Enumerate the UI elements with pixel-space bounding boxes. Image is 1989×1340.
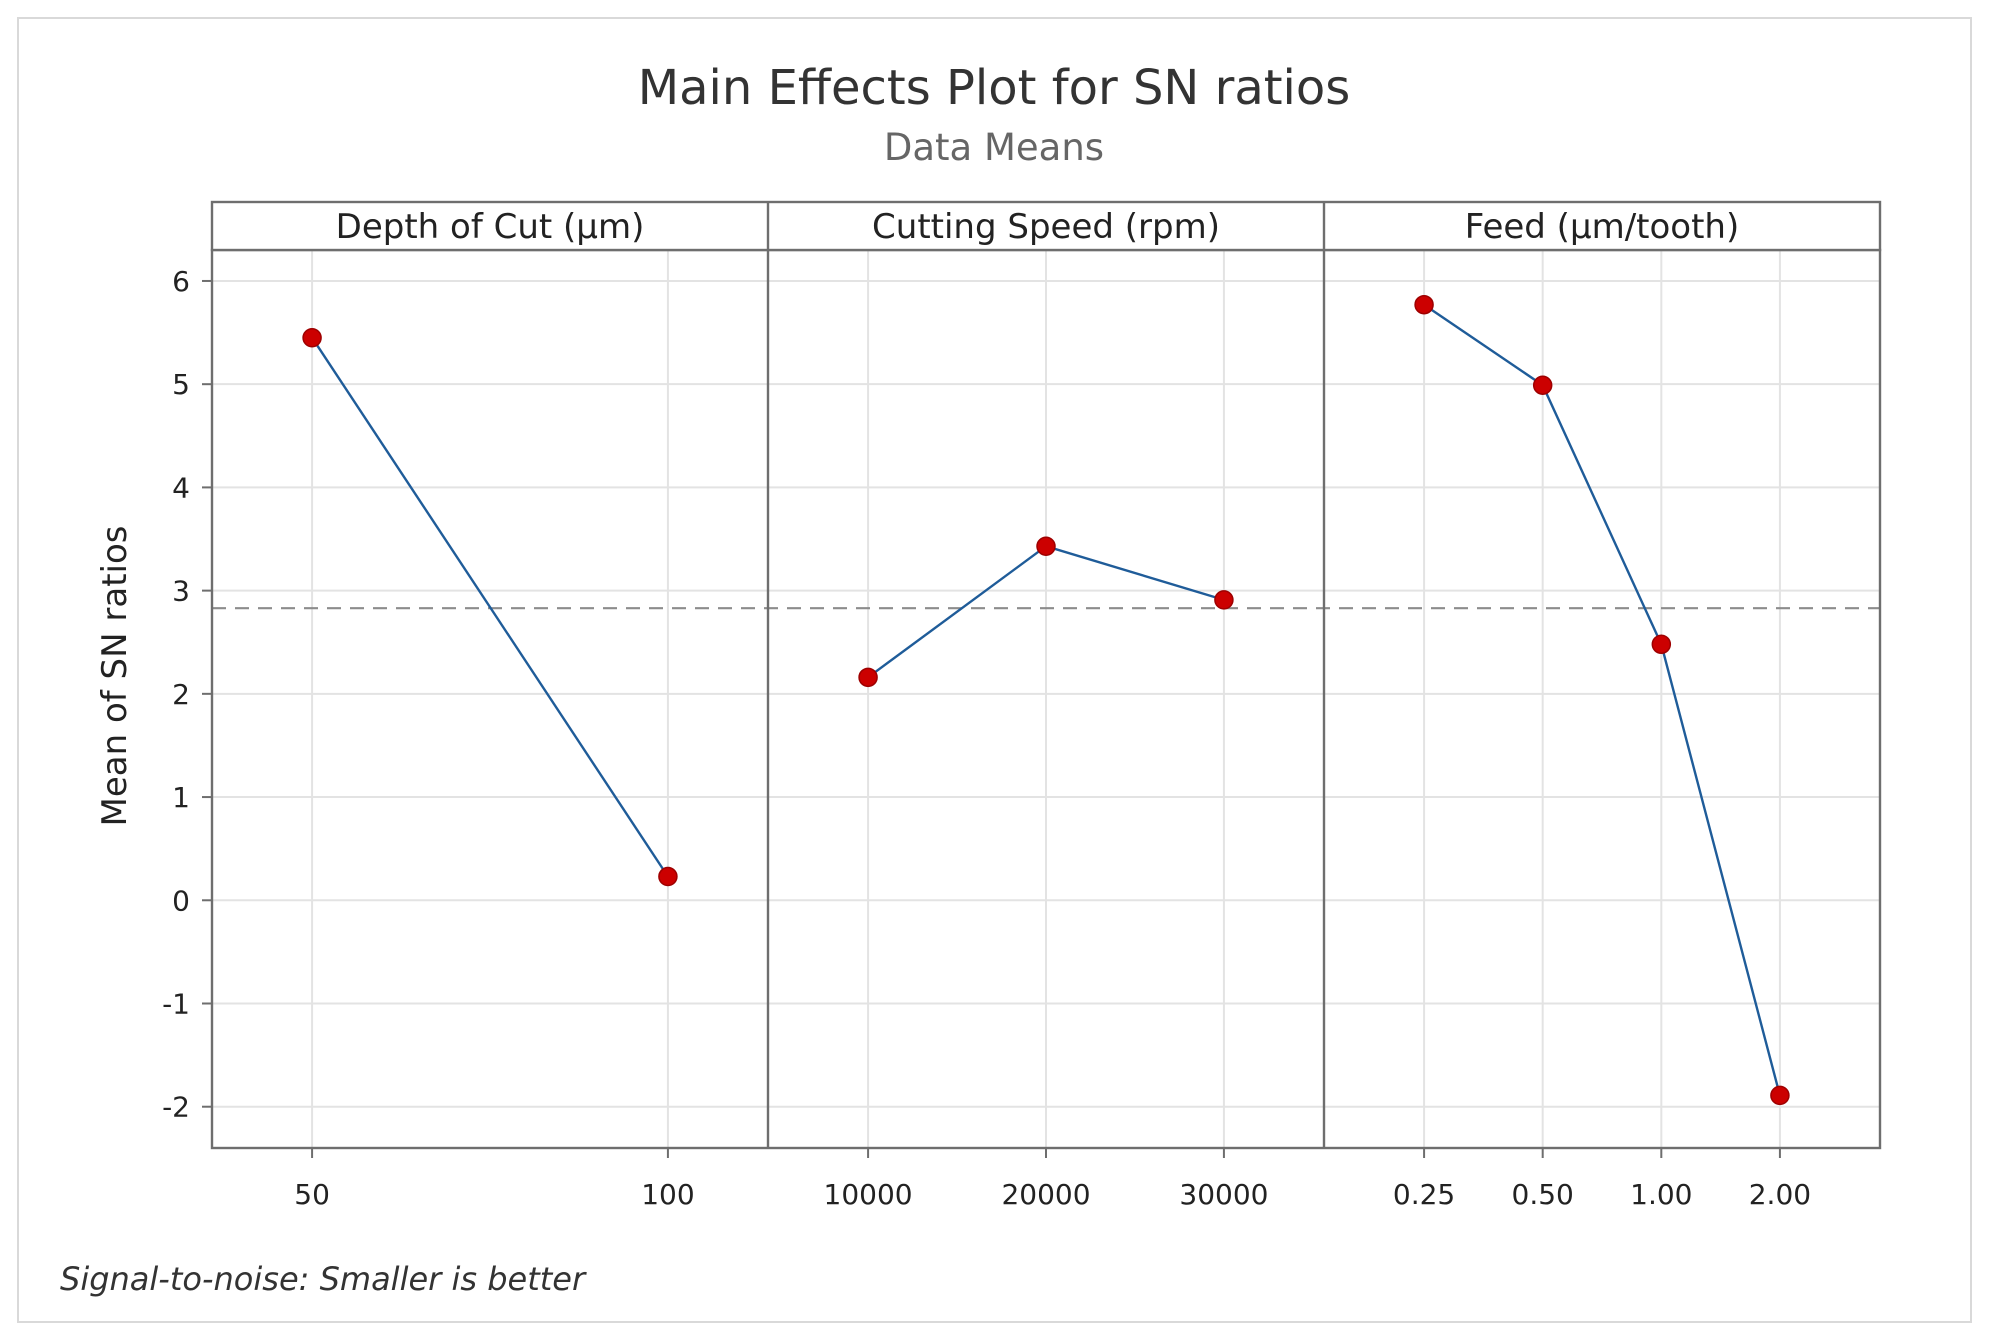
- x-tick-label: 0.50: [1512, 1178, 1574, 1211]
- y-tick-label: 1: [172, 781, 190, 814]
- data-point: [1036, 536, 1056, 556]
- x-tick-label: 30000: [1179, 1178, 1268, 1211]
- y-axis-label: Mean of SN ratios: [95, 526, 135, 827]
- plot-area: Depth of Cut (µm) Cutting Speed (rpm) Feed…: [162, 200, 1882, 1211]
- y-tick-label: -1: [162, 987, 190, 1020]
- data-point: [858, 667, 878, 688]
- panel-title: Feed (µm/tooth): [1465, 207, 1739, 247]
- panel-title: Depth of Cut (µm): [336, 207, 645, 247]
- series-line: [311, 337, 669, 878]
- y-tick-label: 2: [172, 678, 190, 711]
- y-tick-label: 0: [172, 884, 190, 917]
- x-tick-label: 100: [641, 1178, 694, 1211]
- data-point: [1532, 375, 1553, 395]
- y-tick-label: 3: [172, 575, 190, 608]
- y-tick-label: -2: [162, 1091, 190, 1124]
- panel-header-strip: [210, 200, 1882, 252]
- x-tick-label: 50: [294, 1178, 330, 1211]
- data-point: [658, 866, 678, 887]
- data-point: [1414, 294, 1434, 315]
- data-point: [1651, 634, 1672, 655]
- x-tick-label: 2.00: [1749, 1178, 1811, 1211]
- data-point: [1770, 1085, 1790, 1106]
- y-tick-label: 4: [172, 471, 190, 504]
- y-tick-label: 5: [172, 368, 190, 401]
- chart-title: Main Effects Plot for SN ratios: [638, 60, 1351, 116]
- panel-title: Cutting Speed (rpm): [872, 207, 1220, 247]
- footnote: Signal-to-noise: Smaller is better: [60, 1260, 587, 1298]
- x-tick-label: 0.25: [1393, 1178, 1455, 1211]
- x-tick-label: 20000: [1001, 1178, 1090, 1211]
- data-point: [302, 327, 322, 348]
- chart-subtitle: Data Means: [884, 126, 1104, 169]
- x-tick-label: 10000: [824, 1178, 913, 1211]
- series-line: [1423, 303, 1782, 1096]
- data-point: [1214, 590, 1234, 610]
- x-tick-label: 1.00: [1630, 1178, 1692, 1211]
- y-tick-label: 6: [172, 265, 190, 298]
